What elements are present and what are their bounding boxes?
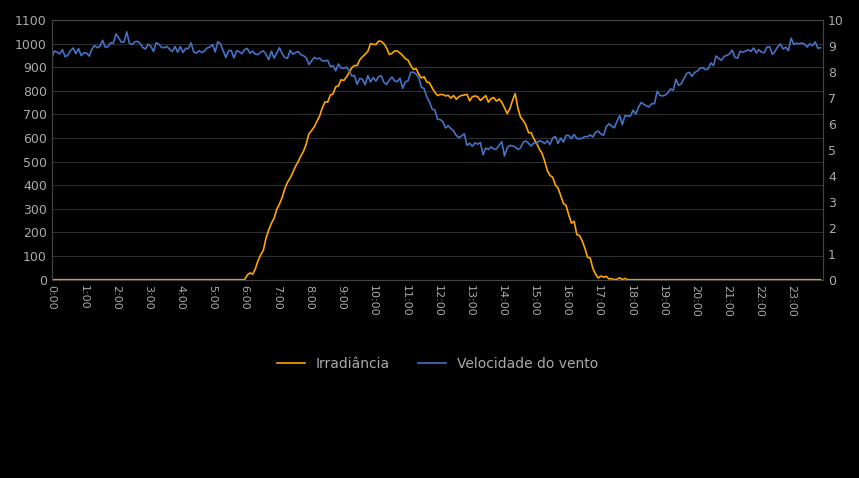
Velocidade do vento — [698, 65, 708, 70]
Line: Velocidade do vento: Velocidade do vento — [52, 32, 820, 156]
Velocidade do vento — [499, 153, 509, 159]
Velocidade do vento — [711, 53, 722, 59]
Line: Irradiância: Irradiância — [52, 41, 820, 280]
Irradiância — [709, 277, 719, 282]
Velocidade do vento — [122, 29, 132, 35]
Legend: Irradiância, Velocidade do vento: Irradiância, Velocidade do vento — [271, 351, 604, 377]
Irradiância — [727, 277, 737, 282]
Irradiância — [695, 277, 705, 282]
Irradiância — [751, 277, 761, 282]
Irradiância — [438, 92, 448, 98]
Irradiância — [46, 277, 57, 282]
Velocidade do vento — [46, 55, 57, 61]
Irradiância — [374, 38, 384, 44]
Velocidade do vento — [113, 35, 124, 41]
Irradiância — [815, 277, 825, 282]
Velocidade do vento — [438, 119, 448, 125]
Velocidade do vento — [754, 47, 765, 53]
Velocidade do vento — [729, 54, 740, 60]
Velocidade do vento — [815, 45, 825, 51]
Irradiância — [113, 277, 124, 282]
